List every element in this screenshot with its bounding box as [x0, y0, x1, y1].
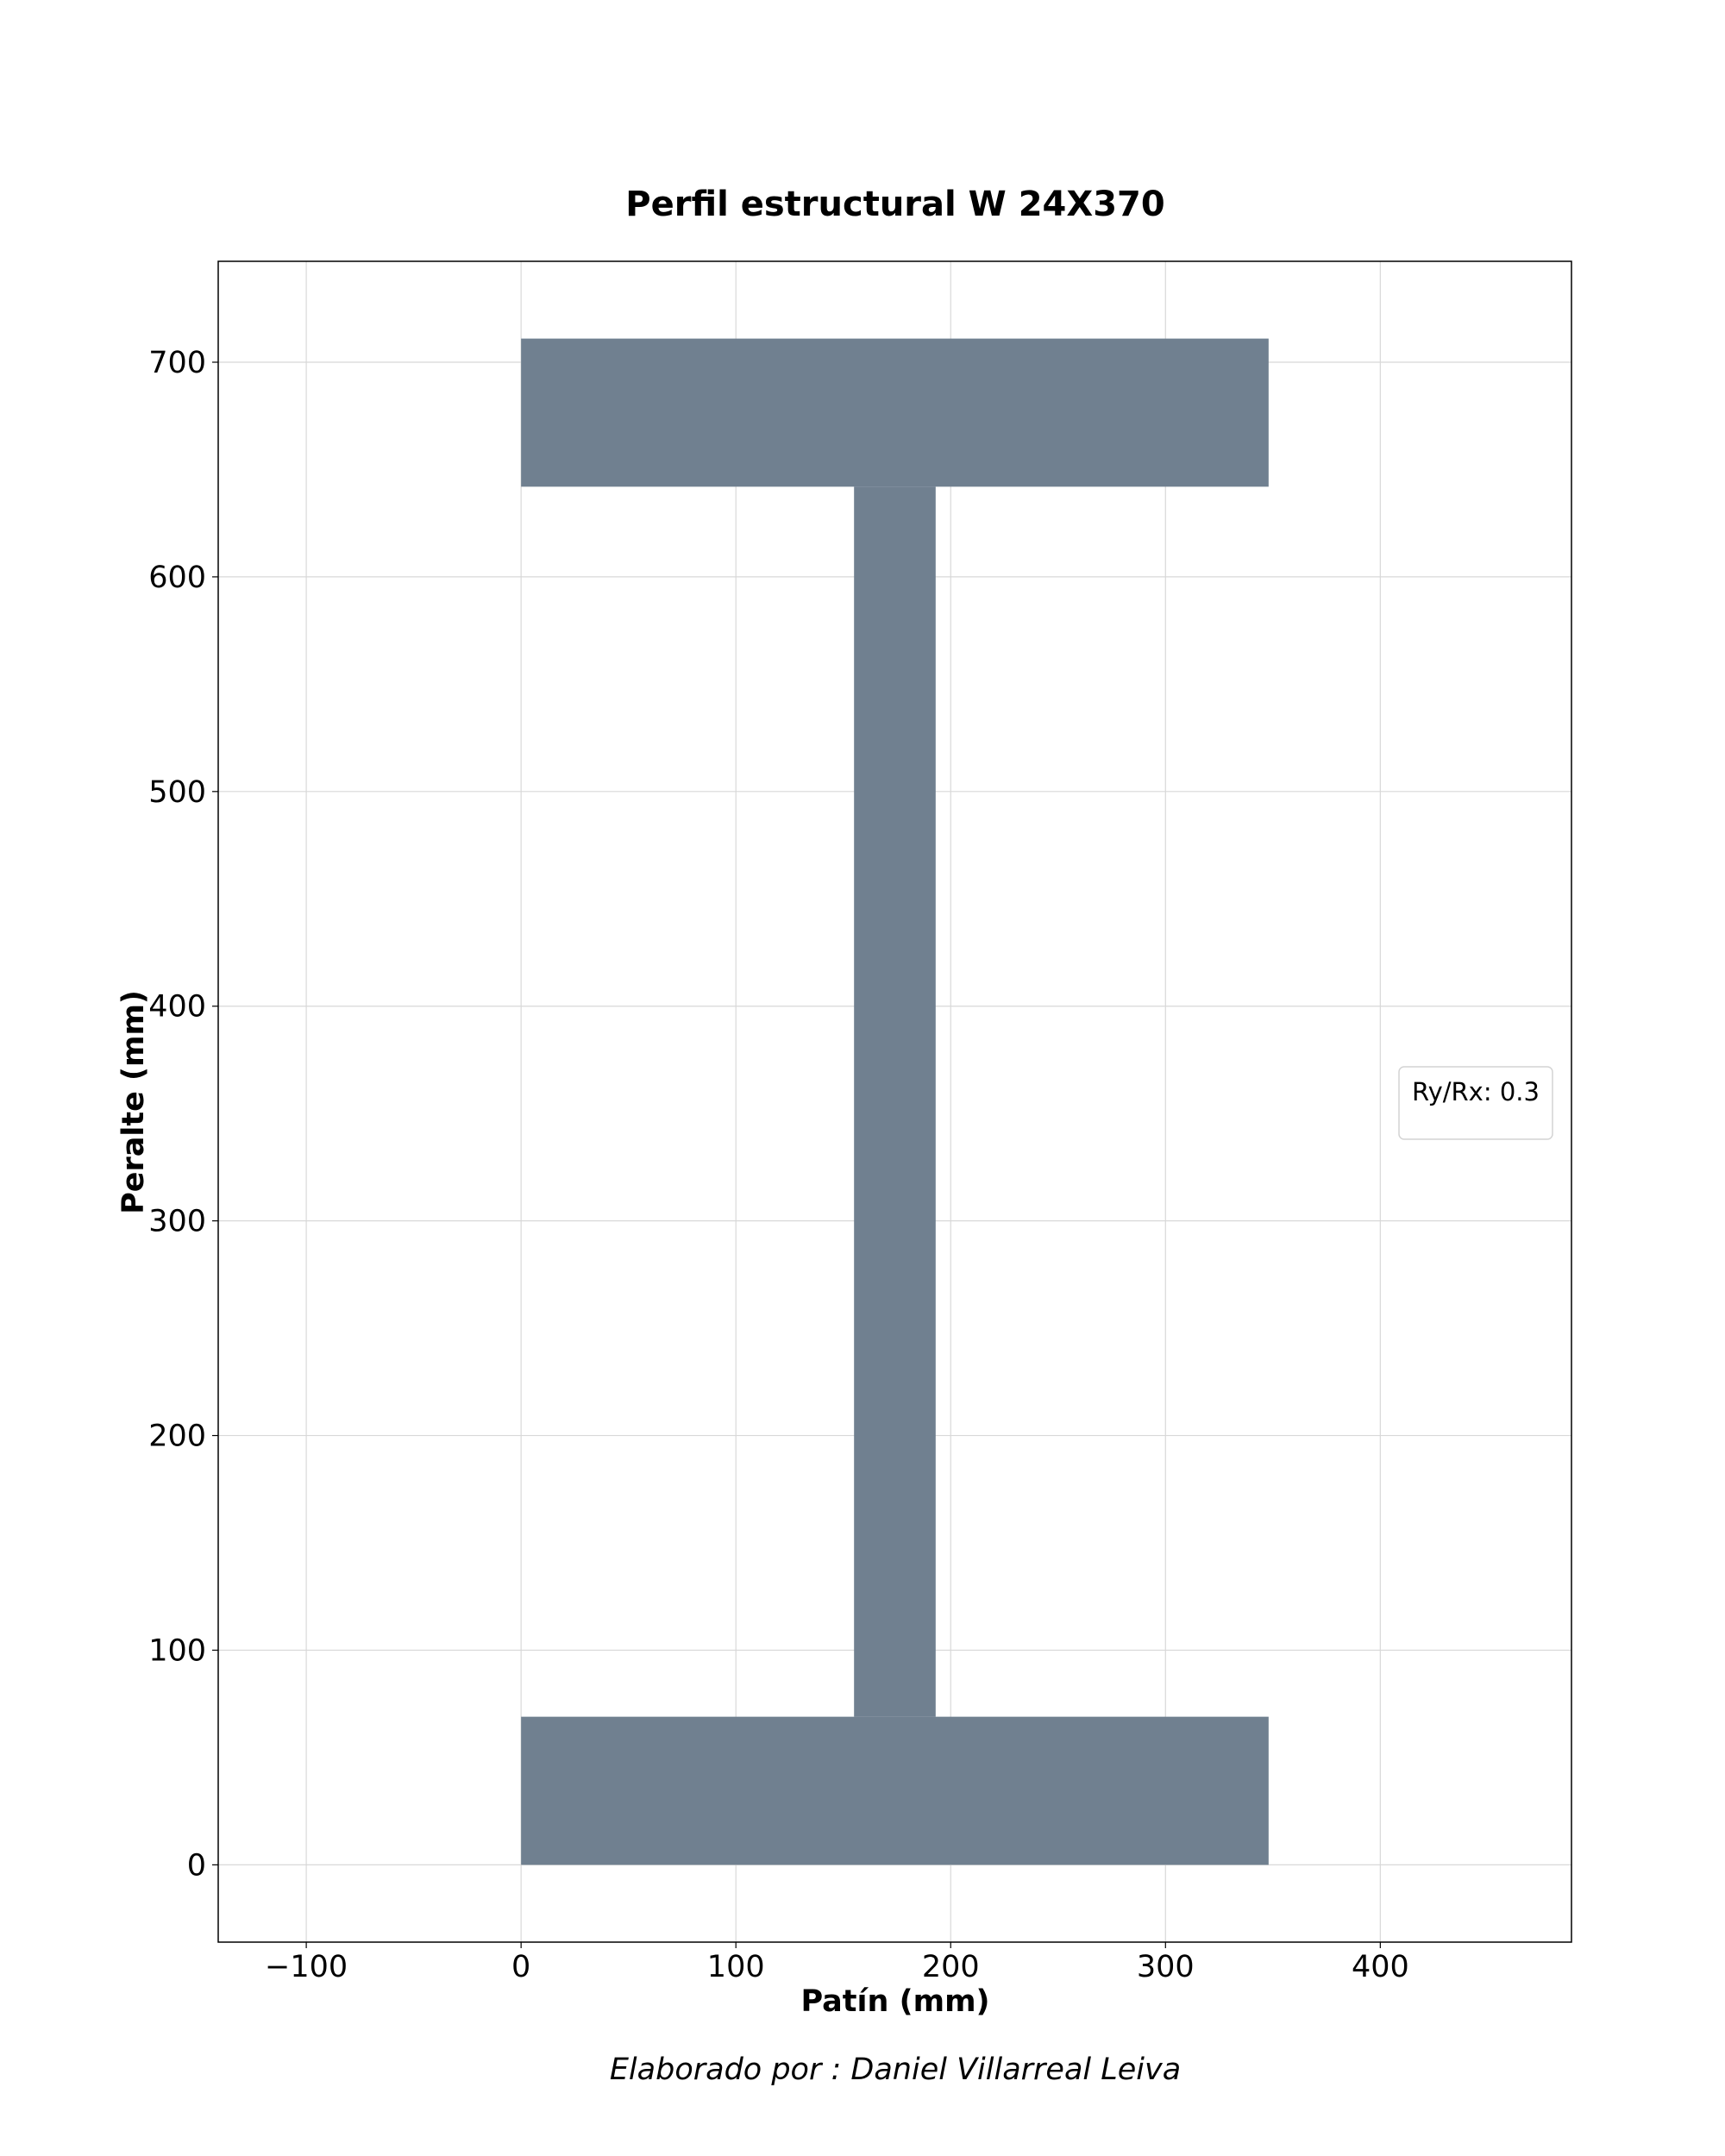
web-shape — [854, 486, 936, 1717]
ticks: −100 0 100 200 300 400 0 100 200 300 400 500 600 700 — [148, 346, 1409, 1984]
legend-text: Ry/Rx: 0.3 — [1412, 1077, 1540, 1106]
chart-title: Perfil estructural W 24X370 — [625, 185, 1164, 224]
y-tick-label: 200 — [148, 1420, 206, 1454]
y-axis-label: Peralte (mm) — [116, 990, 151, 1214]
y-tick-label: 0 — [187, 1848, 206, 1883]
legend: Ry/Rx: 0.3 — [1398, 1066, 1553, 1140]
x-tick-label: 0 — [511, 1950, 530, 1984]
top-flange-shape — [521, 338, 1269, 487]
section-shapes — [521, 338, 1269, 1865]
footer-credit: Elaborado por : Daniel Villarreal Leiva — [610, 2053, 1181, 2087]
x-tick-label: 400 — [1352, 1950, 1409, 1984]
y-tick-label: 300 — [148, 1205, 206, 1239]
x-axis-label: Patín (mm) — [800, 1984, 989, 2019]
y-tick-label: 500 — [148, 775, 206, 810]
plot-frame — [217, 260, 1572, 1943]
x-tick-label: 300 — [1137, 1950, 1195, 1984]
y-tick-label: 700 — [148, 346, 206, 380]
x-tick-label: 200 — [922, 1950, 980, 1984]
plot-area: −100 0 100 200 300 400 0 100 200 300 400 500 600 700 — [148, 260, 1572, 1984]
x-tick-label: 100 — [707, 1950, 765, 1984]
x-tick-label: −100 — [265, 1950, 348, 1984]
y-tick-label: 400 — [148, 990, 206, 1025]
y-tick-label: 600 — [148, 561, 206, 595]
legend-box — [1398, 1066, 1553, 1140]
bottom-flange-shape — [521, 1716, 1269, 1865]
y-tick-label: 100 — [148, 1633, 206, 1668]
